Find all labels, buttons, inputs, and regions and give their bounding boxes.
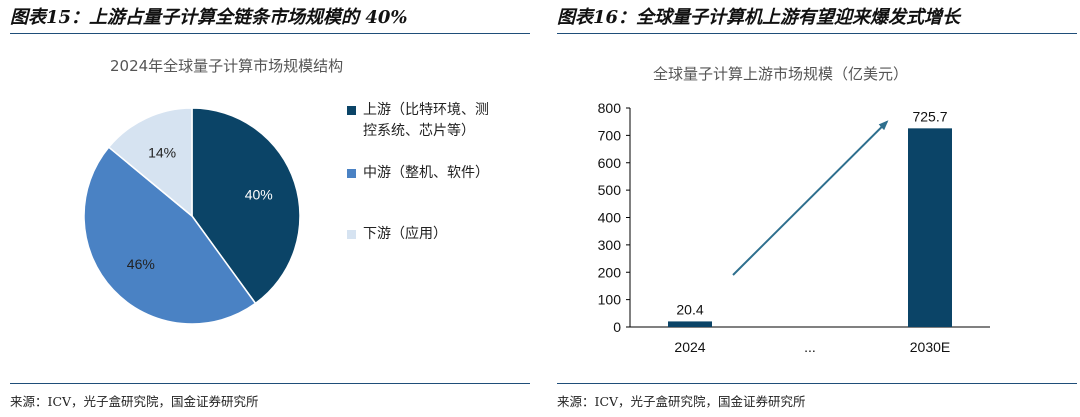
legend-item-upstream: 上游（比特环境、测控系统、芯片等） (345, 100, 495, 142)
pie-slice-midstream (83, 146, 257, 325)
trend-arrow (732, 120, 889, 276)
legend-item-downstream: 下游（应用） (345, 224, 495, 245)
y-tick-label: 700 (598, 127, 622, 143)
right-top-rule (557, 33, 1077, 34)
legend-label-upstream: 上游（比特环境、测控系统、芯片等） (363, 102, 489, 139)
data-label-2030E: 725.7 (912, 108, 947, 124)
bar-chart: 0 100 200 300 400 500 600 700 800 2024 20.4... 2030… (598, 100, 990, 355)
legend-swatch-upstream (347, 106, 356, 115)
pie-slice-downstream (107, 107, 193, 218)
bar-2024 (668, 321, 712, 327)
right-bottom-rule (557, 383, 1077, 384)
y-tick-label: 800 (598, 100, 622, 116)
right-source: 来源：ICV，光子盒研究院，国金证券研究所 (557, 394, 806, 409)
y-tick-label: 500 (598, 182, 622, 198)
pie-legend: 上游（比特环境、测控系统、芯片等） 中游（整机、软件） 下游（应用） (345, 100, 495, 261)
left-top-rule (10, 33, 530, 34)
left-bottom-rule (10, 383, 530, 384)
legend-label-downstream: 下游（应用） (363, 226, 447, 242)
data-label-2024: 20.4 (676, 301, 703, 317)
left-figure: 图表15：上游占量子计算全链条市场规模的 40% 2024年全球量子计算市场规模… (0, 0, 530, 417)
y-tick-label: 200 (598, 264, 622, 280)
y-tick-label: 300 (598, 237, 622, 253)
right-figure-title: 图表16：全球量子计算机上游有望迎来爆发式增长 (557, 7, 961, 28)
y-tick-label: 400 (598, 210, 622, 226)
pie-slice-upstream (191, 107, 301, 305)
x-tick-label: 2024 (674, 339, 705, 355)
left-source: 来源：ICV，光子盒研究院，国金证券研究所 (10, 394, 259, 409)
y-tick-label: 0 (613, 319, 621, 335)
right-figure: 图表16：全球量子计算机上游有望迎来爆发式增长 全球量子计算上游市场规模（亿美元… (545, 0, 1080, 417)
y-tick-label: 100 (598, 292, 622, 308)
legend-swatch-downstream (347, 230, 356, 239)
pie-label-midstream: 46% (127, 256, 155, 272)
y-tick-label: 600 (598, 155, 622, 171)
pie-chart-title: 2024年全球量子计算市场规模结构 (110, 57, 344, 75)
bar-chart-title: 全球量子计算上游市场规模（亿美元） (653, 65, 909, 83)
x-tick-label: 2030E (910, 339, 950, 355)
legend-item-midstream: 中游（整机、软件） (345, 163, 495, 184)
pie-label-upstream: 40% (245, 186, 273, 202)
left-figure-title: 图表15：上游占量子计算全链条市场规模的 40% (10, 7, 408, 28)
x-tick-label: ... (804, 339, 816, 355)
bar-2030E (908, 128, 952, 327)
pie-label-downstream: 14% (148, 144, 176, 160)
pie-chart: 40% 46% 14% (83, 107, 301, 325)
legend-label-midstream: 中游（整机、软件） (363, 165, 489, 181)
legend-swatch-midstream (347, 169, 356, 178)
